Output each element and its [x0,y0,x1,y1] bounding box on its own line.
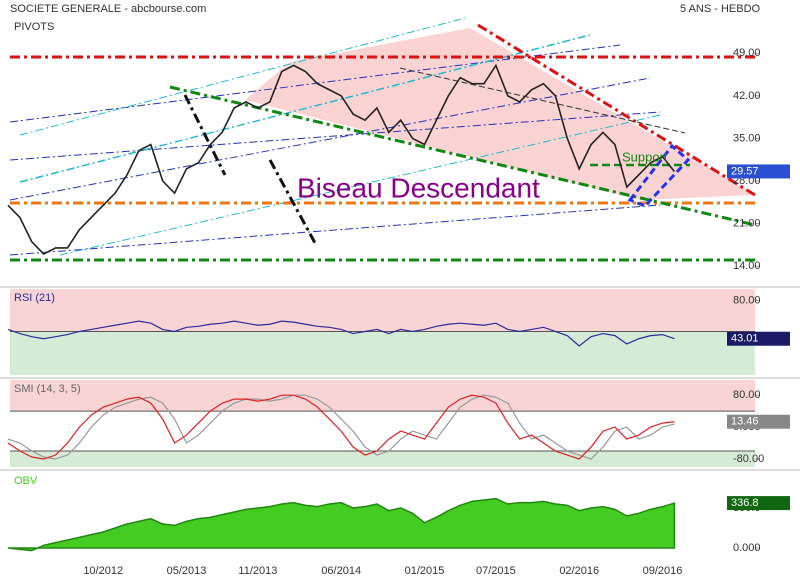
x-tick-label: 01/2015 [405,565,445,577]
trend-line [183,94,227,176]
trend-line [59,114,661,256]
trend-line [9,77,651,201]
chart-title: SOCIETE GENERALE - abcbourse.com [10,3,206,15]
x-tick-label: 11/2013 [238,565,277,577]
trend-line [9,204,661,256]
x-tick-label: 05/2013 [167,565,207,577]
subtitle: PIVOTS [14,21,54,33]
x-tick-label: 02/2016 [559,565,599,577]
trend-line [9,111,661,161]
last-value-label: 336.8 [731,497,759,509]
trend-line [268,159,317,244]
last-value-label: 43.01 [731,333,759,345]
band [10,380,755,412]
y-tick-label: 80.00 [733,294,761,306]
line [7,320,675,347]
panel-label: RSI (21) [14,292,55,304]
y-tick-label: 80.00 [733,389,761,401]
line [7,63,676,255]
annotation: Biseau Descendant [297,172,540,203]
y-tick-label: 35.00 [733,132,761,144]
period-label: 5 ANS - HEBDO [680,3,761,15]
channel-box [627,143,691,208]
last-value-label: 29.57 [731,165,759,177]
panel-label: OBV [14,475,38,487]
support-line [169,85,756,227]
y-tick-label: 21.00 [733,217,761,229]
y-tick-label: -80.00 [733,453,764,465]
annotation: Support [622,149,668,164]
trend-line [399,67,686,134]
line [7,394,675,460]
price-decoration [9,17,756,262]
y-tick-label: 14.00 [733,260,761,272]
panel: OBV300.00.00010/201205/201311/201306/201… [0,469,800,577]
resistance-line [477,23,756,197]
panel-label: SMI (14, 3, 5) [14,383,81,395]
y-tick-label: 49.00 [733,47,761,59]
x-tick-label: 10/2012 [83,565,123,577]
wedge-area [245,28,755,200]
trend-line [19,17,466,136]
x-tick-label: 07/2015 [476,565,516,577]
last-value-box [727,331,790,346]
x-tick-label: 06/2014 [321,565,361,577]
last-value-box [727,164,790,179]
last-value-label: 13.46 [731,416,759,428]
y-tick-label: 0.000 [733,542,761,554]
band [10,331,755,375]
obv-area [7,497,676,552]
trend-line [19,34,591,183]
line [7,394,675,460]
last-value-box [727,496,790,511]
band [10,289,755,332]
x-tick-label: 09/2016 [643,565,683,577]
last-value-box [727,414,790,429]
y-tick-label: 42.00 [733,90,761,102]
